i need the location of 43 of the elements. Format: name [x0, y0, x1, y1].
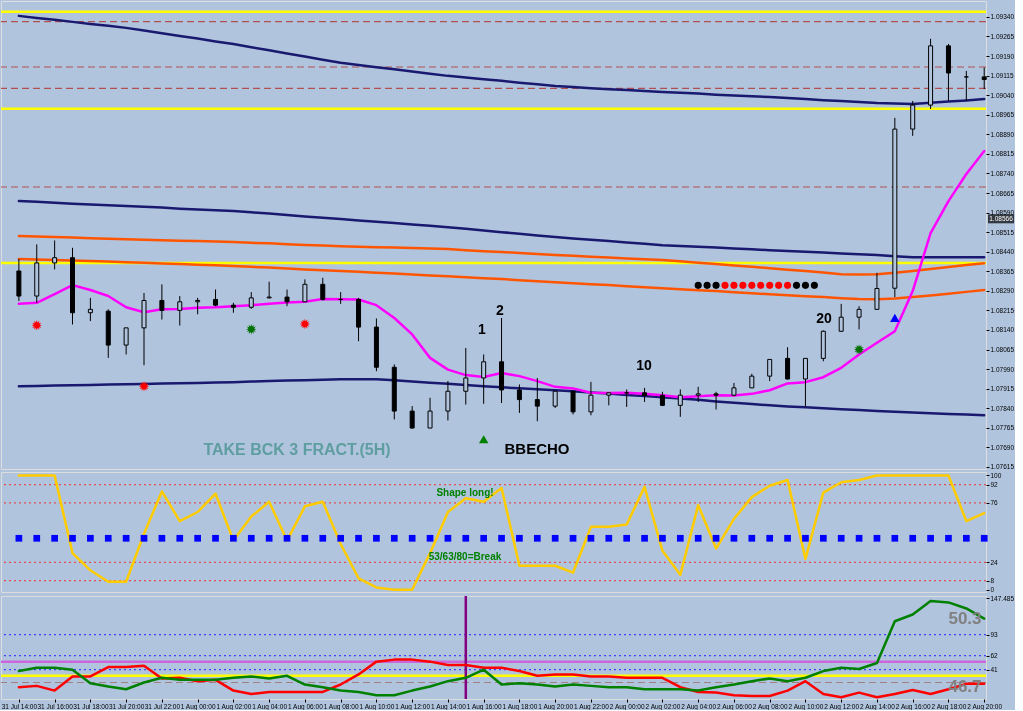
candlestick	[123, 327, 129, 355]
annotation: BBECHO	[504, 440, 570, 457]
candlestick	[302, 278, 308, 303]
candlestick	[588, 381, 594, 416]
line-series	[17, 14, 986, 106]
annotation: 20	[816, 310, 832, 326]
annotation: 2	[496, 302, 505, 318]
candlestick	[445, 380, 451, 421]
candlestick	[266, 281, 272, 299]
annotation: TAKE BCK 3 FRACT.(5H)	[203, 441, 391, 458]
candlestick	[463, 347, 469, 406]
line-series	[17, 474, 986, 591]
candlestick	[570, 390, 576, 415]
candlestick	[713, 391, 719, 411]
annotation: 50.3	[948, 609, 982, 628]
candlestick	[481, 353, 487, 405]
annotation: 53/63/80=Break	[428, 551, 502, 562]
candlestick	[534, 377, 540, 422]
candlestick	[910, 100, 916, 137]
candlestick	[677, 388, 683, 418]
candlestick	[874, 272, 880, 310]
candlestick	[87, 297, 93, 322]
line-series	[17, 234, 986, 276]
line-series	[17, 378, 986, 417]
candlestick	[409, 405, 415, 430]
candlestick	[177, 295, 183, 327]
candlestick	[767, 358, 773, 382]
candlestick	[516, 383, 522, 414]
line-series	[17, 658, 986, 699]
candlestick	[802, 357, 808, 407]
candlestick	[838, 303, 844, 333]
annotation: 10	[636, 357, 652, 373]
candlestick	[284, 289, 290, 307]
candlestick	[856, 305, 862, 330]
annotation: Shape long!	[436, 487, 494, 498]
line-series	[17, 199, 986, 259]
candlestick	[427, 397, 433, 429]
annotation: 1	[478, 321, 487, 337]
candlestick	[963, 70, 969, 102]
candlestick	[785, 346, 791, 381]
line-series	[17, 599, 986, 697]
candlestick	[52, 239, 58, 270]
candlestick	[159, 283, 165, 321]
